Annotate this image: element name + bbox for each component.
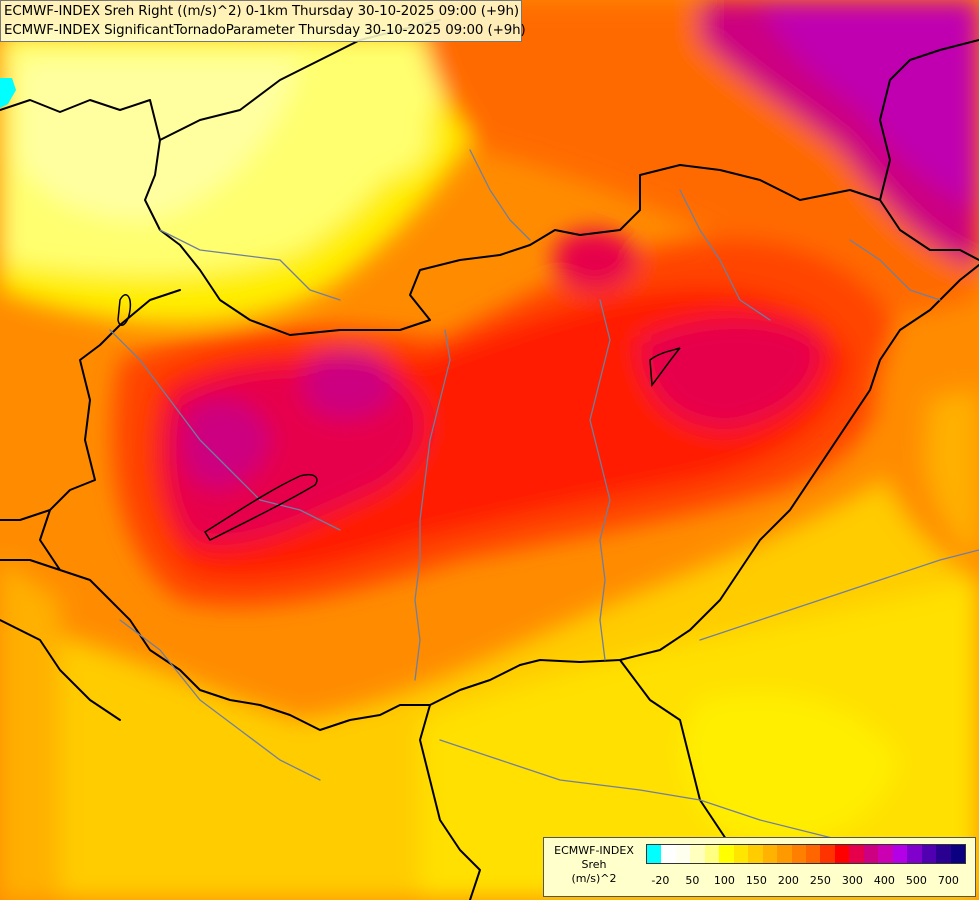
cyan-patch	[0, 78, 16, 108]
legend-ticks: -20 50 100 150 200 250 300 400 500 700	[646, 874, 966, 890]
lake-northwest-outline	[117, 294, 132, 326]
legend-swatch	[675, 845, 691, 863]
legend-tick-label: 150	[745, 874, 767, 887]
legend-swatch	[762, 845, 778, 863]
central-magenta-core	[303, 350, 395, 419]
color-legend: ECMWF-INDEX Sreh (m/s)^2 -20 50 100 150 200 2…	[543, 837, 976, 897]
border-southeast	[619, 659, 741, 861]
legend-tick-label: 700	[937, 874, 959, 887]
legend-swatch	[892, 845, 908, 863]
legend-tick-label: 400	[873, 874, 895, 887]
legend-tick-label: 500	[905, 874, 927, 887]
river-sw-branch	[119, 619, 321, 781]
legend-swatch	[878, 845, 893, 863]
border-south	[0, 559, 521, 731]
legend-swatch	[748, 845, 763, 863]
river-ne-branch	[849, 239, 941, 301]
west-amber-zone	[0, 560, 60, 900]
legend-swatch	[791, 845, 806, 863]
rivers	[109, 149, 979, 851]
legend-tick-label: -20	[651, 874, 670, 887]
east-crimson-core	[640, 317, 822, 430]
legend-tick-label: 50	[685, 874, 700, 887]
legend-swatch	[690, 845, 705, 863]
legend-swatch	[704, 845, 720, 863]
legend-swatch	[661, 845, 676, 863]
legend-swatch	[936, 845, 951, 863]
northeast-violet-zone	[760, 0, 979, 210]
map-title-box: ECMWF-INDEX Sreh Right ((m/s)^2) 0-1km T…	[0, 0, 526, 42]
legend-variable: Sreh	[581, 858, 607, 871]
legend-swatch	[950, 845, 965, 863]
north-crimson-patch	[553, 229, 640, 292]
river-central	[414, 329, 451, 681]
border-northeast	[879, 39, 979, 201]
legend-source: ECMWF-INDEX	[554, 844, 634, 857]
legend-unit: (m/s)^2	[571, 872, 617, 885]
river-north	[159, 229, 341, 301]
north-yellow-patch	[294, 77, 430, 180]
east-amber-zone	[925, 390, 979, 560]
river-northeast	[679, 189, 771, 321]
lake-east-outline	[649, 347, 681, 387]
legend-tick-label: 250	[809, 874, 831, 887]
legend-swatch	[834, 845, 850, 863]
map-title-line-1: ECMWF-INDEX Sreh Right ((m/s)^2) 0-1km T…	[4, 4, 519, 19]
legend-tick-label: 300	[841, 874, 863, 887]
border-southwest	[0, 619, 121, 721]
lakes	[117, 294, 681, 541]
legend-swatch	[719, 845, 734, 863]
lake-balaton-outline	[203, 473, 318, 541]
border-northwest	[0, 99, 979, 336]
legend-tick-label: 100	[713, 874, 735, 887]
west-magenta-core	[183, 400, 270, 488]
border-south-lower	[419, 704, 481, 900]
legend-swatch	[863, 845, 879, 863]
legend-swatch	[921, 845, 937, 863]
river-east	[589, 299, 611, 661]
river-southeast	[699, 549, 979, 641]
legend-tick-label: 200	[777, 874, 799, 887]
legend-title: ECMWF-INDEX Sreh (m/s)^2	[544, 844, 644, 886]
legend-swatch	[820, 845, 835, 863]
legend-swatch	[777, 845, 792, 863]
legend-swatch	[805, 845, 821, 863]
river-south	[439, 739, 901, 851]
river-west	[109, 329, 341, 531]
border-west-lower	[39, 509, 61, 571]
legend-swatch	[907, 845, 922, 863]
south-light-zone	[682, 692, 900, 842]
map-title-line-2: ECMWF-INDEX SignificantTornadoParameter …	[4, 23, 526, 38]
legend-swatch	[849, 845, 864, 863]
country-borders	[0, 19, 979, 900]
river-north-branch	[469, 149, 531, 241]
legend-swatch	[733, 845, 749, 863]
border-west	[0, 289, 181, 521]
legend-swatch	[647, 845, 662, 863]
legend-color-bar	[646, 844, 966, 864]
